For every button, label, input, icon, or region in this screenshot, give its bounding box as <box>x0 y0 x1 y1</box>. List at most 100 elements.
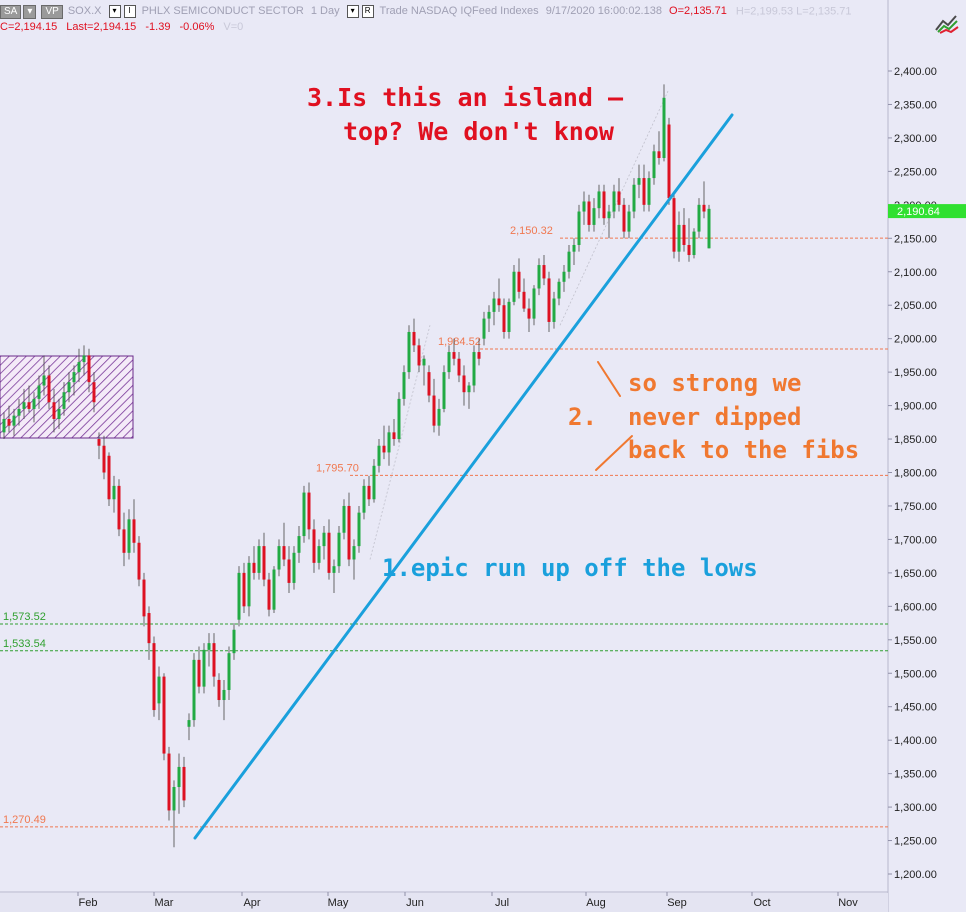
candle-body <box>222 689 226 701</box>
candle-body <box>262 546 266 580</box>
candle-body <box>532 288 536 319</box>
x-tick-label: Oct <box>753 897 770 909</box>
period-dropdown-box[interactable]: ▾ <box>346 5 359 18</box>
candle-body <box>342 505 346 533</box>
candle-body <box>582 201 586 212</box>
candle <box>72 365 76 396</box>
candle <box>47 365 51 409</box>
candle <box>22 388 26 419</box>
period-label[interactable]: 1 Day <box>310 5 340 18</box>
y-tick-label: 1,950.00 <box>894 367 937 379</box>
candle <box>522 278 526 312</box>
candle <box>487 305 491 332</box>
candle <box>297 526 301 563</box>
candle <box>582 191 586 225</box>
chart-tools-icon[interactable] <box>934 12 960 34</box>
candle-body <box>167 753 171 811</box>
candle-body <box>202 649 206 687</box>
x-axis-band <box>0 893 888 912</box>
candle <box>92 372 96 413</box>
candle <box>552 291 556 329</box>
candle-body <box>537 265 541 289</box>
candle-body <box>502 305 506 332</box>
candle <box>572 238 576 266</box>
candle-body <box>352 546 356 560</box>
candle-body <box>497 298 501 306</box>
candle <box>132 499 136 553</box>
sa-dropdown-button[interactable]: ▾ <box>23 5 37 20</box>
candle-body <box>607 211 611 219</box>
candle <box>382 425 386 460</box>
candle <box>457 352 461 383</box>
candle <box>287 546 291 593</box>
candle <box>472 345 476 393</box>
candle <box>682 208 686 252</box>
candle <box>152 636 156 717</box>
change-value: -1.39 <box>145 21 171 33</box>
candle-body <box>427 372 431 396</box>
vp-button[interactable]: VP <box>41 5 63 20</box>
candle-body <box>387 432 391 453</box>
candle-body <box>317 546 321 563</box>
candle <box>612 184 616 219</box>
candle-body <box>112 485 116 500</box>
sa-button[interactable]: SA <box>0 5 22 20</box>
indicator-r-box[interactable]: R <box>361 5 374 18</box>
candle <box>122 512 126 567</box>
candle <box>577 204 581 252</box>
candle <box>87 348 91 393</box>
candle-body <box>687 244 691 256</box>
candle-body <box>702 204 706 212</box>
candle <box>107 452 111 506</box>
x-axis: Feb Mar Apr May Jun Jul Aug Sep Oct Nov <box>77 892 858 909</box>
candle <box>372 459 376 503</box>
candle <box>542 255 546 286</box>
x-tick-label: May <box>328 897 349 909</box>
candle-body <box>67 382 71 393</box>
candle-body <box>552 298 556 322</box>
candle-body <box>297 536 301 553</box>
candle-body <box>637 178 641 185</box>
candle <box>677 211 681 262</box>
x-tick-label: Jun <box>406 897 424 909</box>
candle <box>7 405 11 433</box>
plot-area <box>0 38 888 892</box>
candle <box>192 653 196 727</box>
candle <box>687 218 691 262</box>
candle <box>57 398 61 430</box>
candle-body <box>217 679 221 701</box>
annotation-text: top? We don't know <box>343 117 615 146</box>
candle <box>167 746 171 821</box>
candle-body <box>517 271 521 292</box>
candle <box>637 164 641 199</box>
symbol-label[interactable]: SOX.X <box>67 5 102 18</box>
y-tick-label: 2,150.00 <box>894 233 937 245</box>
annotation-text: never dipped <box>628 403 801 431</box>
candle <box>182 756 186 808</box>
candle-body <box>32 398 36 409</box>
candle-body <box>252 562 256 573</box>
symbol-name: PHLX SEMICONDUCT SECTOR <box>141 5 304 18</box>
y-tick-label: 1,500.00 <box>894 668 937 680</box>
candle <box>227 646 231 701</box>
indicator-i-box[interactable]: I <box>123 5 136 18</box>
candle-body <box>447 352 451 373</box>
candle-body <box>132 519 136 543</box>
candle-body <box>107 455 111 500</box>
candle-body <box>527 308 531 319</box>
candle-body <box>397 398 401 440</box>
candle <box>277 539 281 577</box>
candle <box>662 84 666 162</box>
candle <box>187 713 191 741</box>
candle-body <box>657 151 661 158</box>
symbol-dropdown-box[interactable]: ▾ <box>108 5 121 18</box>
candle-body <box>322 532 326 547</box>
candle <box>2 412 6 440</box>
y-tick-label: 1,300.00 <box>894 802 937 814</box>
candle <box>532 285 536 326</box>
candle <box>322 526 326 560</box>
candle-body <box>152 643 156 711</box>
candle <box>567 244 571 279</box>
candle-body <box>482 318 486 339</box>
candle <box>237 566 241 627</box>
